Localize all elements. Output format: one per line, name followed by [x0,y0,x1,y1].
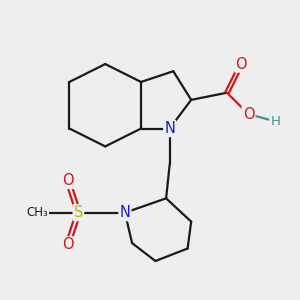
Text: O: O [62,237,74,252]
Text: O: O [62,173,74,188]
Text: O: O [243,107,254,122]
Text: O: O [236,57,247,72]
Text: CH₃: CH₃ [26,206,48,219]
Text: S: S [74,205,83,220]
Text: H: H [270,115,280,128]
Text: N: N [164,121,175,136]
Text: N: N [119,205,130,220]
